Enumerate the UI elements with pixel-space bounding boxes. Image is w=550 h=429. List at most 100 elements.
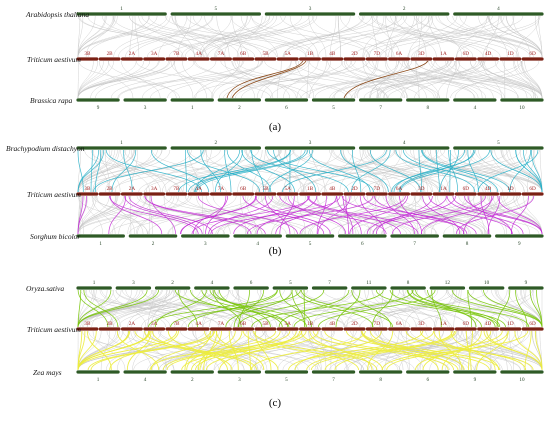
synteny-link (483, 60, 528, 99)
synteny-link (456, 15, 488, 58)
synteny-link (535, 330, 543, 371)
synteny-link (178, 149, 291, 193)
triticum-chromosome-label: 3A (151, 186, 158, 192)
synteny-link (293, 289, 414, 328)
synteny-link (137, 195, 179, 235)
synteny-link (77, 330, 150, 371)
triticum-chromosome-label: 1A (440, 51, 447, 57)
synteny-link (174, 289, 290, 328)
triticum-chromosome-label: 6D (463, 51, 470, 57)
synteny-link (246, 149, 307, 193)
synteny-link (362, 15, 385, 58)
synteny-link (500, 195, 543, 235)
triticum-chromosome-label: 4D (485, 186, 492, 192)
synteny-link (353, 15, 493, 58)
synteny-link (273, 149, 317, 193)
synteny-link (324, 330, 459, 371)
synteny-link (196, 149, 309, 193)
synteny-link (445, 330, 523, 371)
top-chromosome-label: 4 (211, 280, 214, 286)
synteny-link (358, 15, 493, 58)
synteny-link (524, 330, 532, 371)
synteny-link (307, 195, 401, 235)
top-chromosome-label: 9 (525, 280, 528, 286)
synteny-link (364, 149, 432, 193)
synteny-link (200, 149, 221, 193)
synteny-link (467, 149, 479, 193)
synteny-link (316, 195, 345, 235)
synteny-link (237, 289, 325, 328)
bottom-chromosome-label: 5 (309, 241, 312, 247)
synteny-link (283, 15, 427, 58)
synteny-link (341, 195, 468, 235)
synteny-link (379, 289, 447, 328)
panel-c: 1 3 2 4 6 5 7 11 8 12 10 93B 2B 2A 3A 7B 4A 7A 6B 5B 5A 1B 4B 2… (26, 280, 544, 409)
synteny-link (94, 149, 102, 193)
synteny-link (379, 15, 458, 58)
synteny-link (77, 195, 84, 235)
synteny-link (398, 149, 474, 193)
top-chromosome-label: 3 (309, 6, 312, 12)
bottom-chromosome-label: 2 (191, 377, 194, 383)
synteny-link (370, 60, 399, 99)
synteny-link (336, 195, 362, 235)
synteny-link (411, 15, 540, 58)
synteny-link (318, 289, 436, 328)
synteny-link (256, 195, 318, 235)
triticum-chromosome-label: 7B (173, 51, 180, 57)
synteny-link (312, 289, 346, 328)
triticum-chromosome-label: 1B (307, 51, 314, 57)
synteny-link (473, 195, 485, 235)
synteny-link (77, 60, 110, 99)
synteny-link (306, 330, 435, 371)
synteny-link (473, 149, 532, 193)
synteny-link (197, 195, 298, 235)
synteny-link (308, 15, 327, 58)
synteny-link (429, 330, 478, 371)
bottom-chromosome-label: 6 (427, 377, 430, 383)
synteny-link (513, 60, 535, 99)
synteny-link (435, 195, 455, 235)
bottom-chromosome-label: 1 (99, 241, 102, 247)
synteny-link (231, 289, 292, 328)
synteny-link (122, 330, 256, 371)
synteny-link (100, 330, 110, 371)
synteny-link (245, 195, 288, 235)
panels: 1 5 3 2 4 3B 2B 2A 3A 7B 4A 7A 6B 5B 5A 1B 4B 2D 7D 6A 3D 1A 6… (6, 6, 544, 409)
synteny-link (77, 330, 116, 371)
synteny-link (535, 15, 543, 58)
triticum-chromosome-label: 3D (418, 321, 425, 327)
triticum-chromosome-label: 3D (418, 186, 425, 192)
synteny-link (468, 195, 506, 235)
top-chromosome-label: 2 (215, 140, 218, 146)
synteny-link (343, 60, 386, 99)
triticum-chromosome-label: 6D (463, 321, 470, 327)
synteny-link (108, 195, 127, 235)
synteny-link (402, 289, 421, 328)
synteny-link (407, 289, 496, 328)
synteny-link (402, 149, 492, 193)
synteny-link (229, 289, 312, 328)
synteny-link (291, 289, 305, 328)
synteny-link (87, 15, 150, 58)
triticum-chromosome-label: 7A (218, 186, 225, 192)
synteny-link (251, 330, 366, 371)
triticum-chromosome-label: 6D (463, 186, 470, 192)
bottom-chromosome-label: 4 (256, 241, 259, 247)
synteny-link (414, 60, 484, 99)
synteny-link (77, 60, 137, 99)
synteny-link (77, 289, 112, 328)
synteny-link (208, 195, 274, 235)
bottom-species-name: Zea mays (33, 368, 62, 377)
synteny-link (113, 15, 171, 58)
synteny-link (392, 289, 436, 328)
synteny-link (402, 289, 466, 328)
synteny-link (110, 195, 163, 235)
bottom-chromosome-label: 7 (332, 377, 335, 383)
bottom-chromosome-label: 3 (204, 241, 207, 247)
synteny-link (468, 330, 473, 371)
top-chromosome-label: 11 (366, 280, 371, 286)
synteny-link (536, 289, 543, 328)
synteny-link (462, 330, 501, 371)
triticum-chromosome-label: 4B (329, 51, 336, 57)
